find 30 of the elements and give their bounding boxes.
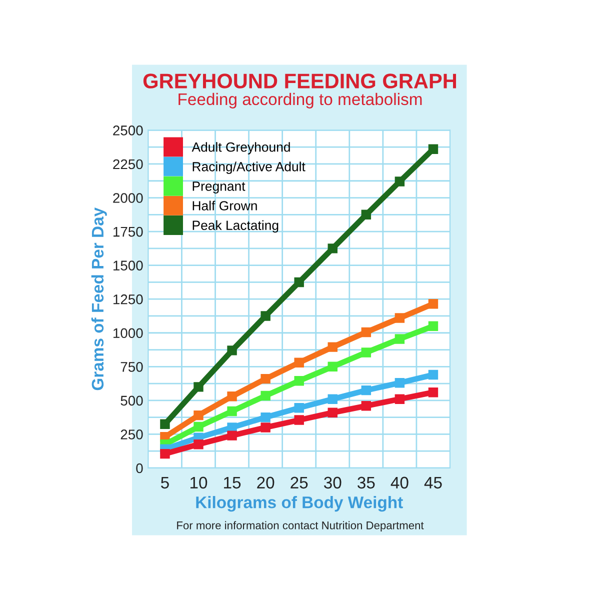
y-tick-label: 1250 — [114, 294, 143, 304]
legend-label: Pregnant — [192, 182, 246, 194]
x-tick-label: 30 — [324, 476, 342, 489]
y-tick-label: 2250 — [113, 159, 143, 170]
legend-label: Adult Greyhound — [192, 142, 290, 154]
x-tick-label: 45 — [424, 476, 442, 489]
x-tick-label: 40 — [390, 476, 408, 489]
legend-label: Half Grown — [192, 200, 257, 210]
text: For more information contact Nutrition Department — [177, 521, 424, 532]
y-tick-label: 2000 — [113, 193, 143, 203]
y-tick-label: 500 — [120, 396, 143, 406]
y-tick-label: 2500 — [113, 126, 143, 136]
y-tick-label: 750 — [120, 362, 143, 372]
x-axis-title: Kilograms of Body Weight — [196, 496, 403, 512]
x-tick-label: 35 — [358, 476, 375, 489]
y-tick-label: 0 — [136, 463, 143, 474]
y-tick-label: 1750 — [114, 226, 143, 237]
x-tick-label: 25 — [290, 476, 308, 489]
y-tick-label: 1000 — [114, 328, 143, 338]
chart-title: GREYHOUND FEEDING GRAPH — [143, 74, 456, 88]
y-axis-title: Grams of Feed Per Day — [91, 207, 107, 390]
x-tick-label: 5 — [161, 476, 169, 489]
legend-label: Peak Lactating — [192, 220, 278, 233]
legend-label: Racing/Active Adult — [192, 162, 306, 174]
x-tick-label: 15 — [224, 476, 241, 489]
y-tick-label: 1500 — [114, 260, 143, 270]
x-tick-label: 10 — [190, 476, 208, 489]
x-tick-label: 20 — [257, 476, 274, 489]
chart-subtitle: Feeding according to metabolism — [178, 92, 422, 108]
y-tick-label: 250 — [120, 430, 143, 440]
